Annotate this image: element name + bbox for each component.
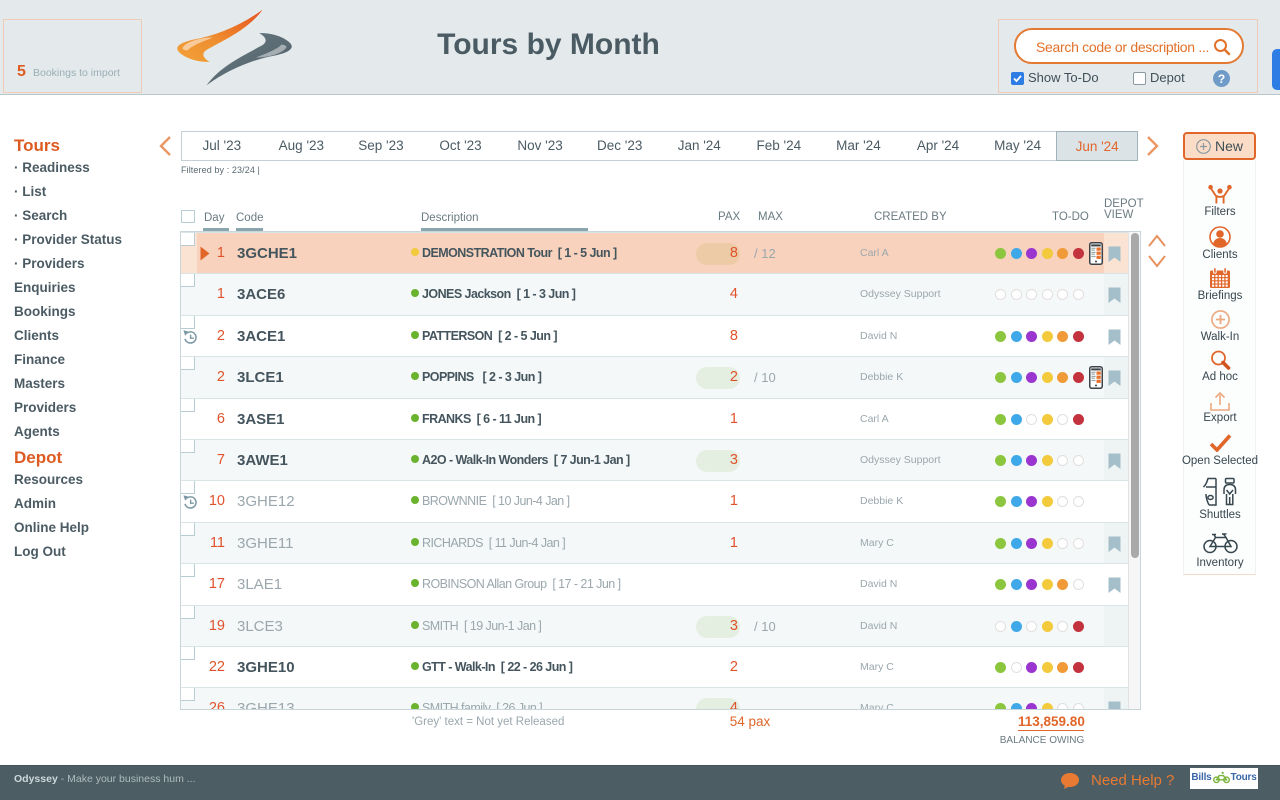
svg-text:?: ? (1218, 72, 1225, 86)
